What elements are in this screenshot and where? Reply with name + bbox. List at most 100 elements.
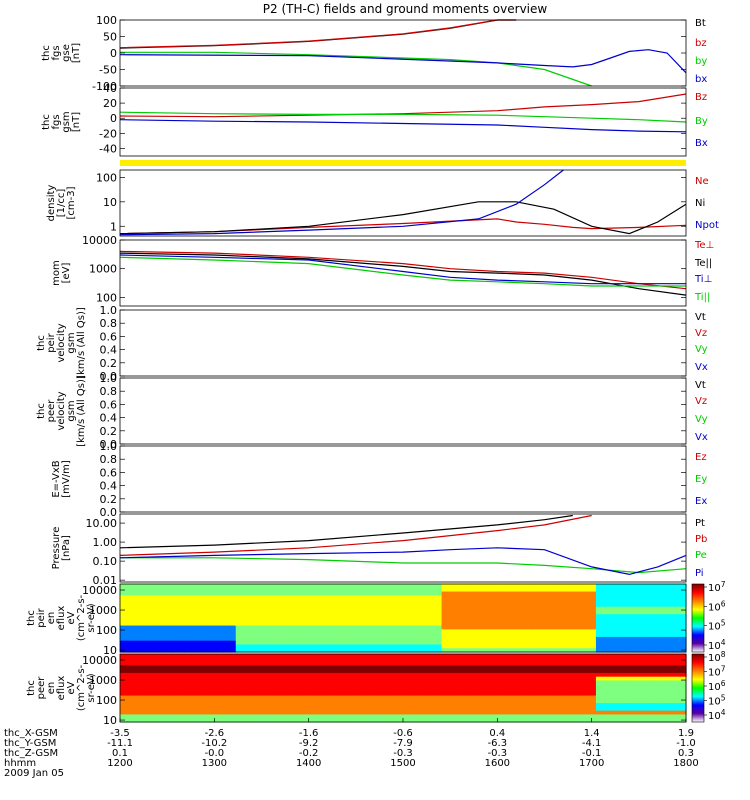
heatmap-cell bbox=[634, 621, 649, 627]
heatmap-cell bbox=[583, 621, 597, 627]
heatmap-cell bbox=[222, 618, 237, 623]
heatmap-cell bbox=[634, 714, 649, 719]
heatmap-cell bbox=[673, 710, 687, 716]
heatmap-cell bbox=[338, 688, 353, 693]
heatmap-cell bbox=[441, 706, 456, 712]
heatmap-cell bbox=[660, 676, 674, 682]
heatmap-cell bbox=[300, 629, 314, 634]
legend-label: Ex bbox=[695, 496, 707, 507]
heatmap-cell bbox=[145, 714, 160, 719]
heatmap-cell bbox=[634, 648, 649, 653]
heatmap-cell bbox=[493, 669, 507, 674]
heatmap-cell bbox=[493, 587, 507, 593]
heatmap-cell bbox=[608, 625, 623, 630]
heatmap-cell bbox=[210, 587, 224, 593]
heatmap-cell bbox=[608, 629, 623, 634]
heatmap-cell bbox=[428, 710, 443, 716]
heatmap-cell bbox=[467, 669, 481, 674]
heatmap-cell bbox=[145, 610, 160, 615]
heatmap-cell bbox=[287, 665, 301, 670]
heatmap-cell bbox=[364, 699, 378, 704]
heatmap-cell bbox=[621, 587, 636, 593]
heatmap-cell bbox=[634, 718, 649, 723]
heatmap-cell bbox=[210, 625, 224, 630]
heatmap-cell bbox=[364, 657, 378, 663]
heatmap-cell bbox=[441, 661, 456, 666]
heatmap-cell bbox=[454, 669, 468, 674]
heatmap-cell bbox=[158, 669, 173, 674]
heatmap-cell bbox=[390, 661, 404, 666]
heatmap-cell bbox=[338, 703, 353, 708]
heatmap-cell bbox=[132, 695, 147, 700]
heatmap-cell bbox=[364, 684, 378, 689]
heatmap-cell bbox=[338, 699, 353, 704]
heatmap-cell bbox=[467, 691, 481, 697]
heatmap-cell bbox=[441, 714, 456, 719]
heatmap-cell bbox=[518, 657, 533, 663]
heatmap-cell bbox=[312, 606, 327, 612]
heatmap-cell bbox=[544, 610, 558, 615]
heatmap-cell bbox=[377, 661, 391, 666]
heatmap-cell bbox=[312, 706, 327, 712]
heatmap-cell bbox=[377, 703, 391, 708]
y-axis-label: eflux bbox=[56, 676, 67, 701]
colorbar-tick-label: 106 bbox=[708, 679, 726, 694]
y-tick-label: 100 bbox=[96, 171, 117, 184]
heatmap-cell bbox=[634, 657, 649, 663]
heatmap-cell bbox=[312, 710, 327, 716]
heatmap-cell bbox=[557, 661, 571, 666]
heatmap-cell bbox=[145, 633, 160, 638]
heatmap-cell bbox=[197, 669, 211, 674]
heatmap-cell bbox=[300, 602, 314, 608]
heatmap-cell bbox=[557, 657, 571, 663]
heatmap-cell bbox=[171, 661, 185, 666]
heatmap-cell bbox=[312, 610, 327, 615]
heatmap-cell bbox=[403, 688, 417, 693]
heatmap-cell bbox=[158, 629, 173, 634]
heatmap-cell bbox=[441, 710, 456, 716]
heatmap-cell bbox=[428, 699, 443, 704]
heatmap-cell bbox=[287, 621, 301, 627]
heatmap-cell bbox=[300, 606, 314, 612]
heatmap-cell bbox=[171, 636, 185, 642]
heatmap-cell bbox=[544, 699, 558, 704]
x-row-value: -1.6 bbox=[299, 728, 319, 739]
heatmap-cell bbox=[210, 672, 224, 678]
heatmap-cell bbox=[441, 672, 456, 678]
heatmap-cell bbox=[480, 610, 494, 615]
heatmap-cell bbox=[544, 636, 558, 642]
heatmap-cell bbox=[287, 699, 301, 704]
heatmap-cell bbox=[454, 657, 468, 663]
heatmap-cell bbox=[660, 648, 674, 653]
heatmap-cell bbox=[660, 718, 674, 723]
heatmap-cell bbox=[428, 684, 443, 689]
heatmap-cell bbox=[415, 625, 430, 630]
heatmap-cell bbox=[647, 636, 661, 642]
heatmap-cell bbox=[531, 714, 546, 719]
heatmap-cell bbox=[428, 648, 443, 653]
heatmap-cell bbox=[312, 595, 327, 600]
heatmap-cell bbox=[583, 599, 597, 604]
heatmap-cell bbox=[364, 691, 378, 697]
heatmap-cell bbox=[673, 595, 687, 600]
heatmap-cell bbox=[390, 710, 404, 716]
heatmap-cell bbox=[480, 669, 494, 674]
heatmap-cell bbox=[132, 654, 147, 659]
heatmap-cell bbox=[441, 591, 456, 596]
heatmap-cell bbox=[583, 595, 597, 600]
heatmap-cell bbox=[557, 606, 571, 612]
heatmap-cell bbox=[145, 648, 160, 653]
heatmap-cell bbox=[493, 680, 507, 685]
heatmap-cell bbox=[583, 629, 597, 634]
heatmap-cell bbox=[235, 688, 250, 693]
heatmap-cell bbox=[235, 714, 250, 719]
heatmap-cell bbox=[660, 633, 674, 638]
heatmap-cell bbox=[454, 636, 468, 642]
heatmap-cell bbox=[518, 680, 533, 685]
heatmap-cell bbox=[197, 595, 211, 600]
heatmap-cell bbox=[518, 688, 533, 693]
heatmap-cell bbox=[197, 606, 211, 612]
y-tick-label: 10 bbox=[103, 196, 117, 209]
heatmap-cell bbox=[338, 587, 353, 593]
heatmap-cell bbox=[210, 584, 224, 589]
